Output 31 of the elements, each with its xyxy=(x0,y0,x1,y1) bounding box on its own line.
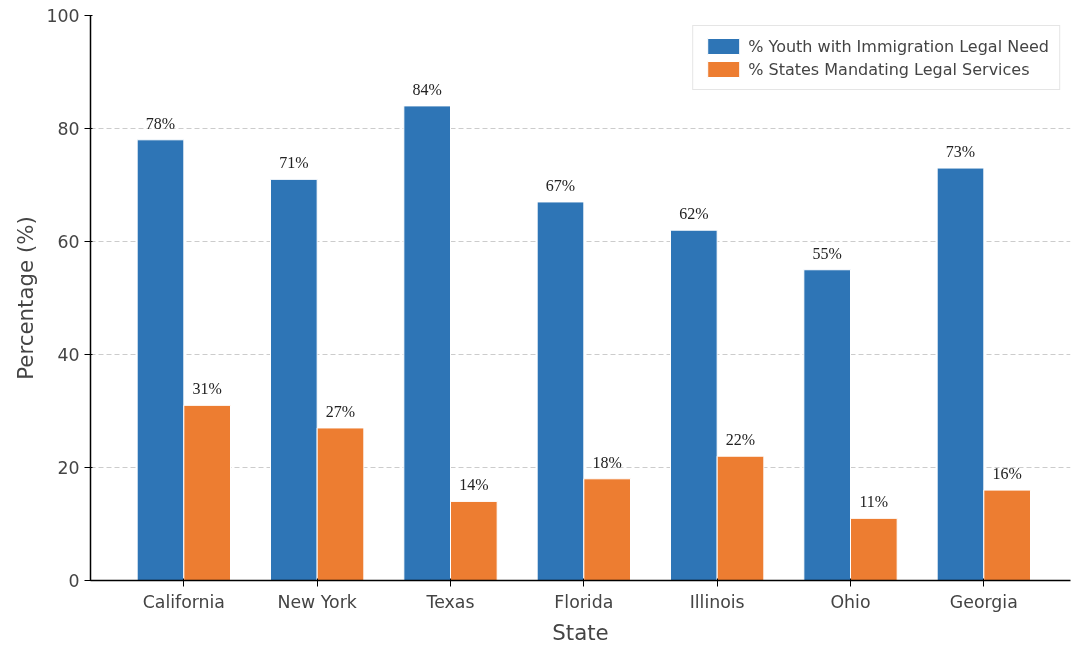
x-tick-label: Georgia xyxy=(949,591,1018,612)
data-label: 16% xyxy=(992,465,1022,483)
y-tick-label: 0 xyxy=(68,571,80,591)
data-label: 18% xyxy=(592,453,622,471)
legend-label: % Youth with Immigration Legal Need xyxy=(748,36,1049,56)
data-label: 14% xyxy=(459,476,489,494)
y-tick-label: 80 xyxy=(57,119,80,139)
x-tick-label: California xyxy=(142,591,225,612)
data-label: 73% xyxy=(945,143,976,161)
x-tick-label: Texas xyxy=(425,591,475,612)
x-tick-label: Ohio xyxy=(830,591,871,612)
x-tick-label: Florida xyxy=(554,591,614,612)
data-label: 31% xyxy=(192,380,222,398)
x-tick-label: Illinois xyxy=(689,591,745,612)
x-axis-title: State xyxy=(552,619,609,645)
data-label: 55% xyxy=(812,244,842,262)
data-label: 22% xyxy=(725,431,756,449)
data-label: 27% xyxy=(325,402,356,420)
y-tick-label: 20 xyxy=(57,458,80,478)
data-label: 62% xyxy=(679,205,709,223)
data-label: 78% xyxy=(145,114,176,132)
data-label: 71% xyxy=(279,154,309,172)
data-label: 84% xyxy=(412,80,442,98)
data-label: 11% xyxy=(859,493,889,511)
data-label: 67% xyxy=(545,176,576,194)
y-tick-label: 40 xyxy=(57,345,80,365)
y-axis-title: Percentage (%) xyxy=(13,216,39,380)
legend-label: % States Mandating Legal Services xyxy=(748,59,1030,79)
y-tick-label: 100 xyxy=(46,6,80,26)
x-tick-label: New York xyxy=(277,591,357,612)
y-tick-label: 60 xyxy=(57,232,80,252)
